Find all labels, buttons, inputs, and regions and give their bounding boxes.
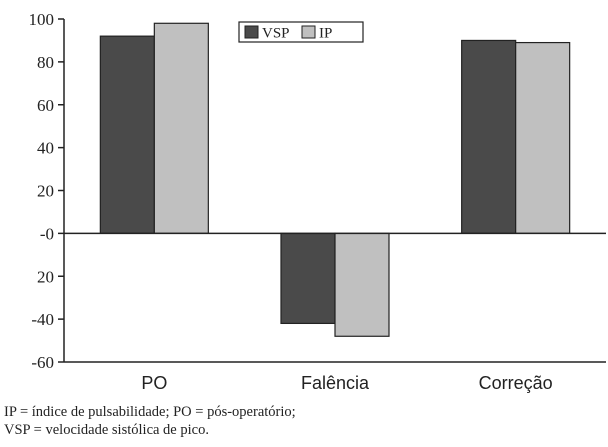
y-tick-label: 40	[37, 139, 54, 158]
legend-swatch-vsp	[244, 25, 259, 39]
bars	[99, 22, 571, 337]
x-category-label: PO	[141, 373, 167, 393]
bar-vsp-0	[99, 35, 155, 234]
y-tick-label: 20	[37, 267, 54, 286]
x-category-label: Falência	[301, 373, 370, 393]
figure-caption: IP = índice de pulsabilidade; PO = pós-o…	[4, 403, 604, 439]
bar-vsp-2	[461, 39, 517, 234]
bar-ip-0	[153, 22, 209, 234]
bar-chart: 100 80 60 40 20 -0 20 -40 -60 PO Falência Correção…	[29, 10, 606, 393]
legend: VSP IP	[238, 21, 364, 43]
bar-ip-2	[515, 41, 571, 234]
y-tick-label: 100	[29, 10, 55, 29]
bar-vsp-1	[280, 232, 336, 325]
y-tick-label: -0	[40, 224, 54, 243]
caption-line-2: VSP = velocidade sistólica de pico.	[4, 422, 209, 438]
legend-label-vsp: VSP	[262, 26, 290, 42]
y-tick-label: -60	[31, 353, 54, 372]
legend-box	[238, 21, 364, 43]
legend-swatch-ip	[301, 25, 316, 39]
y-axis: 100 80 60 40 20 -0 20 -40 -60	[29, 10, 65, 372]
y-tick-label: -40	[31, 310, 54, 329]
x-axis: PO Falência Correção	[64, 232, 606, 393]
y-tick-label: 80	[37, 53, 54, 72]
x-category-label: Correção	[479, 373, 553, 393]
y-tick-label: 60	[37, 96, 54, 115]
legend-label-ip: IP	[319, 26, 332, 42]
y-tick-label: 20	[37, 182, 54, 201]
caption-line-1: IP = índice de pulsabilidade; PO = pós-o…	[4, 404, 296, 420]
bar-ip-1	[334, 232, 390, 337]
